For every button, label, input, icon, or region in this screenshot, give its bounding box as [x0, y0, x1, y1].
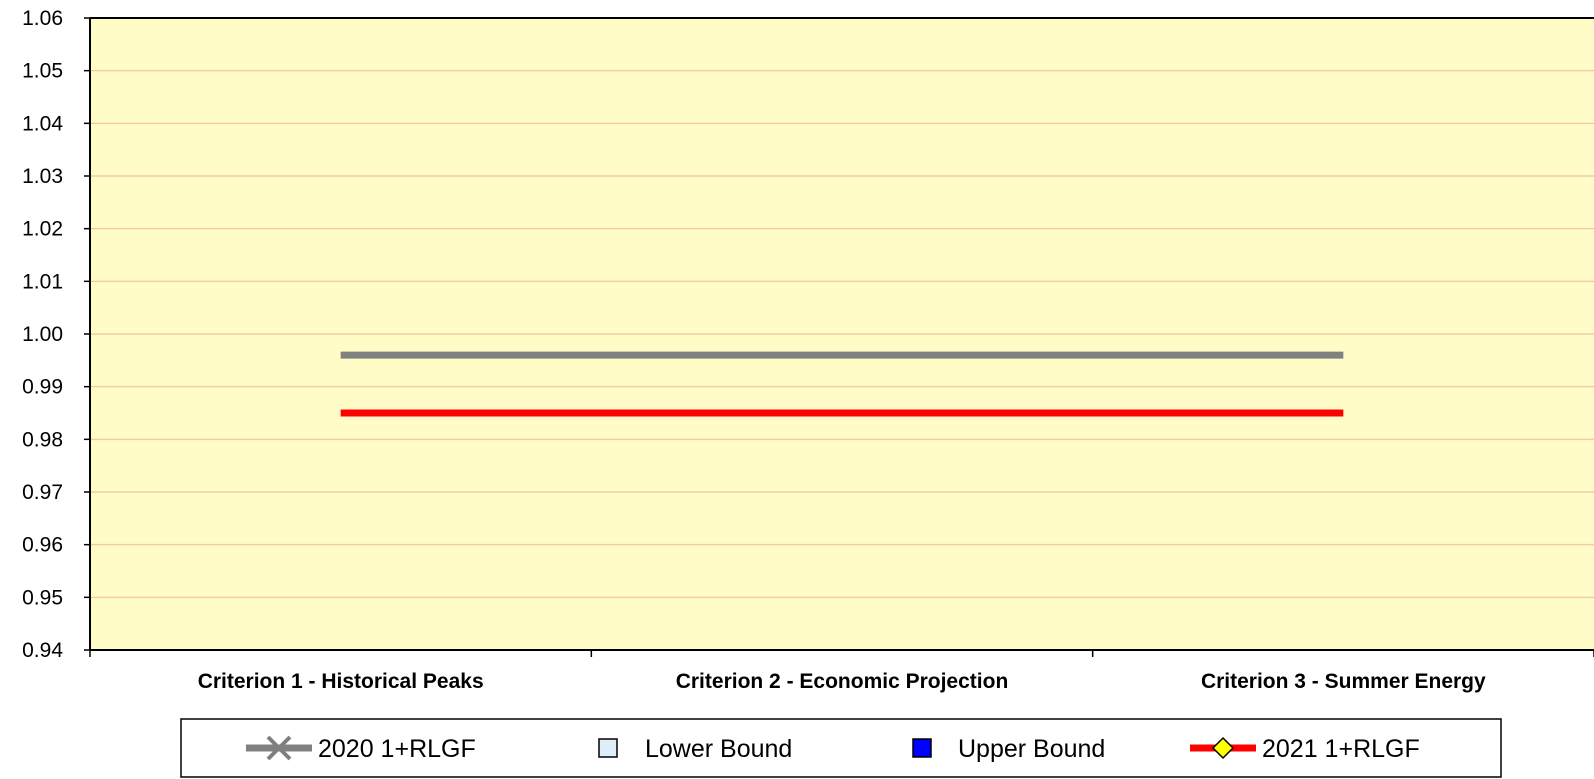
legend-marker: [1211, 736, 1235, 760]
y-tick-label: 0.94: [22, 639, 63, 662]
y-tick-label: 0.99: [22, 376, 63, 399]
y-tick-label: 1.05: [22, 60, 63, 83]
x-category-label: Criterion 2 - Economic Projection: [676, 670, 1009, 693]
legend-item: 2021 1+RLGF: [1190, 735, 1420, 763]
y-tick-label: 1.00: [22, 323, 63, 346]
x-category-label: Criterion 3 - Summer Energy: [1201, 670, 1486, 693]
y-tick-label: 1.03: [22, 165, 63, 188]
x-marker-stroke: [266, 735, 292, 761]
legend-label: Lower Bound: [645, 735, 792, 763]
axes: [84, 17, 1594, 657]
legend-marker: [598, 738, 618, 758]
y-tick-label: 0.97: [22, 481, 63, 504]
legend-marker: [266, 735, 292, 761]
legend-box: [180, 718, 1502, 778]
y-tick-label: 1.06: [22, 7, 63, 30]
legend-item: 2020 1+RLGF: [246, 735, 476, 763]
y-axis-tick-labels: 0.94 0.95 0.96 0.97 0.98 0.99 1.00 1.01 1.02 1.03…: [22, 7, 63, 662]
y-tick-label: 1.01: [22, 270, 63, 293]
legend-marker: [912, 738, 932, 758]
x-axis-category-labels: Criterion 1 - Historical Peaks Criterion …: [198, 670, 1486, 693]
y-tick-label: 0.98: [22, 428, 63, 451]
legend-label: 2021 1+RLGF: [1262, 735, 1420, 763]
legend: 2020 1+RLGF Lower Bound Upper Bound 2021 1+…: [180, 718, 1502, 778]
y-tick-label: 0.95: [22, 586, 63, 609]
series-0: [340, 351, 1344, 359]
legend-item: Upper Bound: [912, 735, 1105, 763]
legend-item: Lower Bound: [598, 735, 792, 763]
y-tick-label: 0.96: [22, 534, 63, 557]
y-tick-label: 1.02: [22, 218, 63, 241]
series-layer: [340, 351, 1344, 417]
x-category-label: Criterion 1 - Historical Peaks: [198, 670, 484, 693]
legend-label: Upper Bound: [958, 735, 1105, 763]
gridlines: [90, 69, 1594, 599]
y-tick-label: 1.04: [22, 112, 63, 135]
legend-label: 2020 1+RLGF: [318, 735, 476, 763]
